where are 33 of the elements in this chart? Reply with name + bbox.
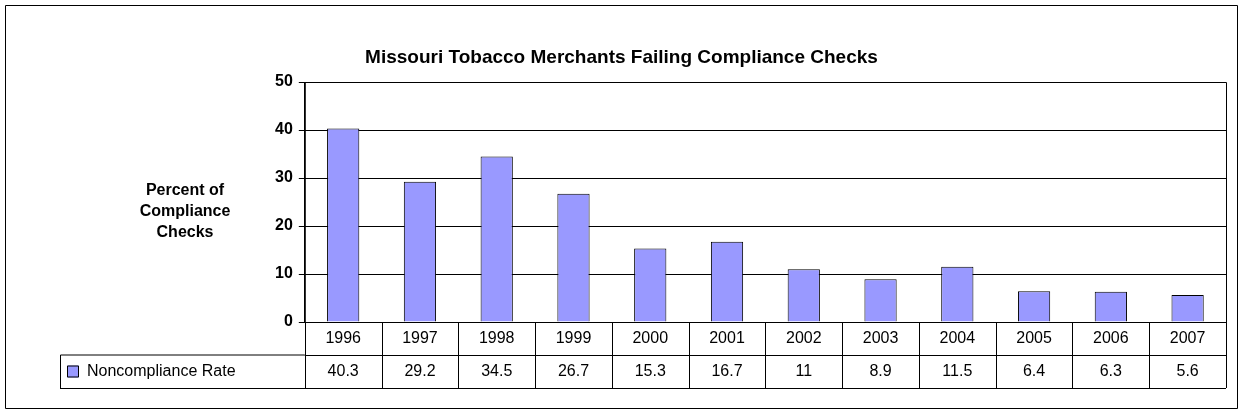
x-tick-label: 2007 xyxy=(1169,328,1206,346)
x-tick-label: 1998 xyxy=(478,328,515,346)
data-label: 16.7 xyxy=(711,361,743,379)
data-label: 29.2 xyxy=(404,361,436,379)
y-axis-title: Percent of Compliance Checks xyxy=(139,181,231,241)
y-tick-label: 50 xyxy=(275,72,293,90)
x-tick-label: 2005 xyxy=(1016,328,1052,346)
data-label: 40.3 xyxy=(327,361,359,379)
data-label: 34.5 xyxy=(481,361,513,379)
x-tick-label: 2000 xyxy=(632,328,669,346)
data-label: 11.5 xyxy=(942,361,973,379)
x-tick-label: 1999 xyxy=(555,328,592,346)
x-tick-label: 1997 xyxy=(402,328,438,346)
x-tick-label: 2004 xyxy=(939,328,976,346)
y-tick-label: 30 xyxy=(275,168,293,186)
legend-label: Noncompliance Rate xyxy=(87,361,236,379)
y-tick-label: 40 xyxy=(275,120,293,138)
x-tick-label: 2006 xyxy=(1093,328,1129,346)
x-tick-label: 2002 xyxy=(785,328,822,346)
y-tick-label: 10 xyxy=(275,264,293,282)
data-label: 6.4 xyxy=(1022,361,1046,379)
y-tick-label: 20 xyxy=(275,216,293,234)
y-tick-label: 0 xyxy=(283,312,293,330)
x-tick-label: 2003 xyxy=(862,328,899,346)
x-tick-label: 1996 xyxy=(325,328,362,346)
data-label: 26.7 xyxy=(557,361,590,379)
data-label: 6.3 xyxy=(1099,361,1123,379)
data-label: 5.6 xyxy=(1176,361,1199,379)
x-tick-label: 2001 xyxy=(709,328,745,346)
data-label: 8.9 xyxy=(869,361,892,379)
data-label: 15.3 xyxy=(634,361,666,379)
data-label: 11 xyxy=(795,361,813,379)
chart-title: Missouri Tobacco Merchants Failing Compliance Checks xyxy=(365,46,878,68)
